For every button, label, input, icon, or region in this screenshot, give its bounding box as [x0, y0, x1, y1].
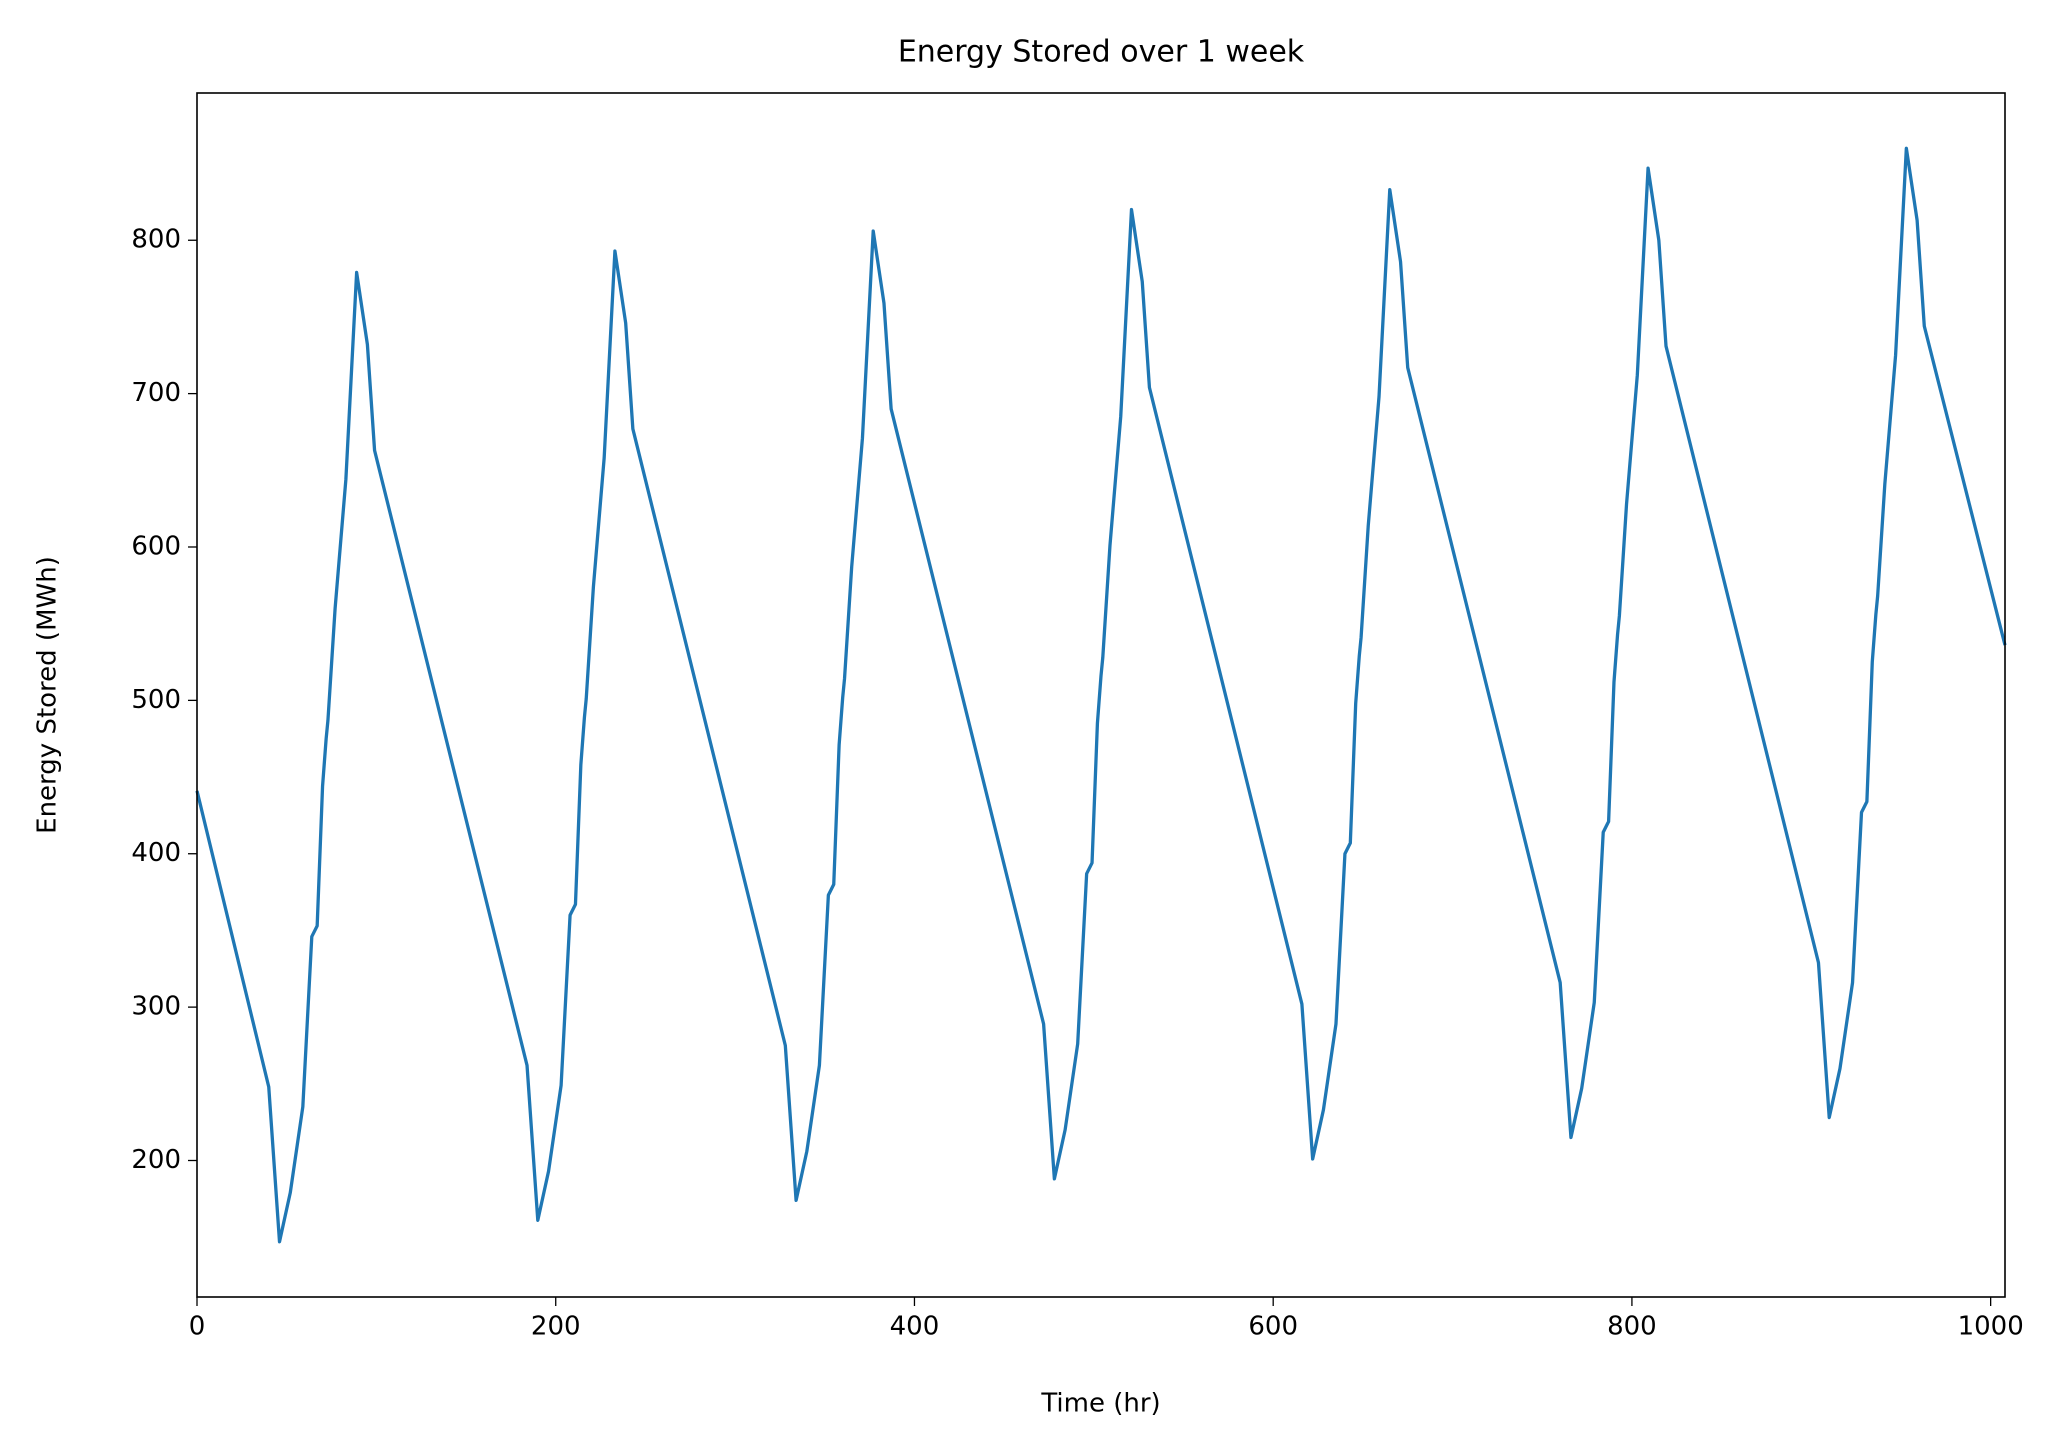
- y-tick-label: 400: [131, 838, 181, 868]
- x-tick-label: 600: [1248, 1312, 1298, 1342]
- plot-frame: [196, 92, 2006, 1298]
- y-axis-label: Energy Stored (MWh): [33, 556, 63, 834]
- x-tick-label: 800: [1607, 1312, 1657, 1342]
- y-tick-label: 500: [131, 685, 181, 715]
- x-tick-label: 400: [890, 1312, 940, 1342]
- y-tick-label: 200: [131, 1145, 181, 1175]
- chart-title: Energy Stored over 1 week: [898, 35, 1305, 70]
- x-axis-label: Time (hr): [1040, 1389, 1160, 1419]
- x-tick-label: 1000: [1958, 1312, 2024, 1342]
- data-line: [195, 146, 2007, 1244]
- y-tick-label: 300: [131, 992, 181, 1022]
- y-tick-label: 600: [131, 531, 181, 561]
- y-tick-label: 700: [131, 378, 181, 408]
- x-tick-label: 0: [189, 1312, 206, 1342]
- y-tick-label: 800: [131, 225, 181, 255]
- x-tick-label: 200: [531, 1312, 581, 1342]
